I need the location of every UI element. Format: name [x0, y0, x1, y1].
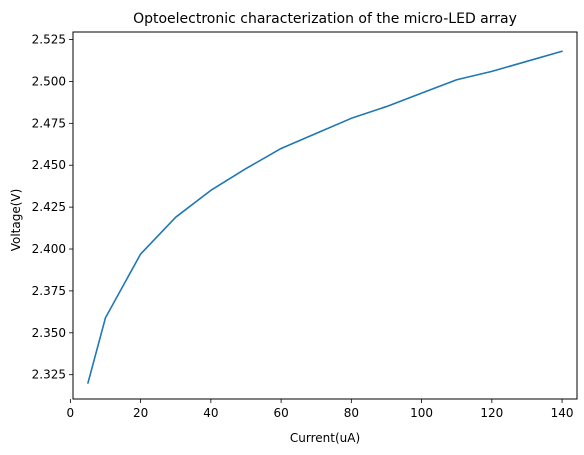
data-series-line: [87, 50, 563, 384]
y-axis-label: Voltage(V): [9, 189, 23, 252]
y-axis-ticks: 2.325 2.350 2.375 2.400 2.425 2.450 2.475 2.500…: [32, 33, 73, 382]
x-tick-label: 40: [203, 406, 218, 420]
plot-area-frame: [72, 31, 578, 400]
y-tick-label: 2.475: [32, 116, 66, 130]
y-tick-label: 2.425: [32, 200, 66, 214]
x-tick-label: 100: [410, 406, 433, 420]
x-tick-label: 140: [551, 406, 574, 420]
y-tick-label: 2.375: [32, 284, 66, 298]
x-tick-label: 120: [480, 406, 503, 420]
y-tick-label: 2.450: [32, 158, 66, 172]
x-tick-label: 60: [273, 406, 288, 420]
x-tick-label: 20: [133, 406, 148, 420]
y-tick-label: 2.325: [32, 368, 66, 382]
y-tick-label: 2.525: [32, 33, 66, 47]
y-tick-label: 2.500: [32, 74, 66, 88]
x-axis-ticks: 0 20 40 60 80 100 120 140: [67, 399, 574, 420]
x-tick-label: 0: [67, 406, 75, 420]
y-tick-label: 2.400: [32, 242, 66, 256]
x-axis-label: Current(uA): [290, 431, 360, 445]
x-tick-label: 80: [344, 406, 359, 420]
chart-title: Optoelectronic characterization of the m…: [133, 11, 517, 27]
y-tick-label: 2.350: [32, 326, 66, 340]
